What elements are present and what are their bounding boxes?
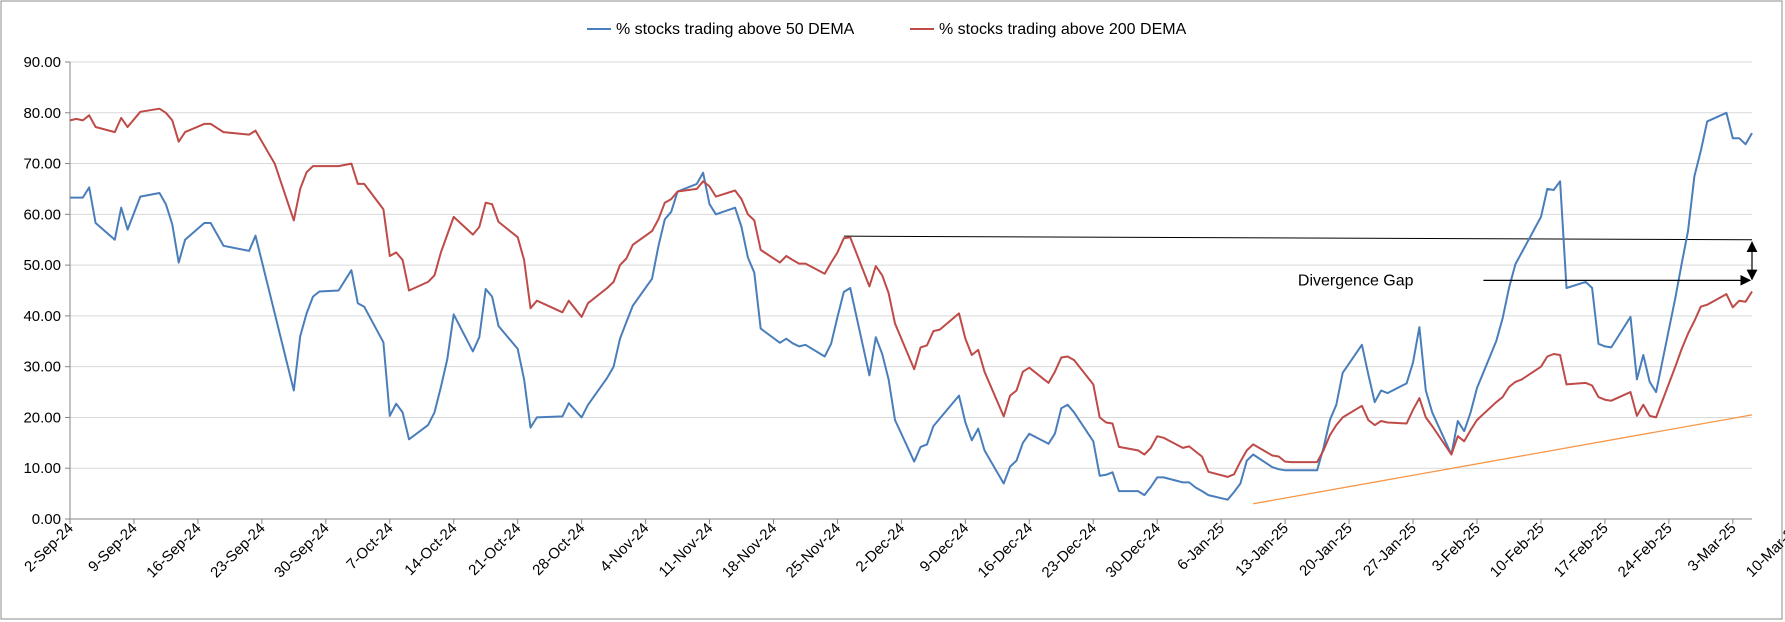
y-tick-label: 20.00 xyxy=(23,409,61,426)
series-line-200-dema xyxy=(69,107,1753,478)
annotation-lines xyxy=(843,235,1753,505)
y-tick-label: 50.00 xyxy=(23,257,61,274)
gridlines xyxy=(70,61,1752,469)
annotation-arrows: Divergence Gap xyxy=(1298,241,1758,289)
y-tick-label: 70.00 xyxy=(23,156,61,173)
y-tick-label: 60.00 xyxy=(23,206,61,223)
series-lines xyxy=(69,107,1753,501)
trend-line xyxy=(1253,414,1753,505)
y-tick-label: 40.00 xyxy=(23,308,61,325)
y-tick-label: 30.00 xyxy=(23,359,61,376)
legend: % stocks trading above 50 DEMA % stocks t… xyxy=(587,21,1187,38)
y-tick-label: 0.00 xyxy=(32,511,61,528)
y-tick-label: 80.00 xyxy=(23,105,61,122)
legend-label: % stocks trading above 50 DEMA xyxy=(616,21,855,38)
legend-label: % stocks trading above 200 DEMA xyxy=(939,21,1187,38)
divergence-gap-label: Divergence Gap xyxy=(1298,272,1414,289)
y-tick-label: 90.00 xyxy=(23,54,61,71)
y-tick-label: 10.00 xyxy=(23,460,61,477)
series-line-50-dema xyxy=(70,111,1753,501)
resistance-line xyxy=(843,235,1753,241)
